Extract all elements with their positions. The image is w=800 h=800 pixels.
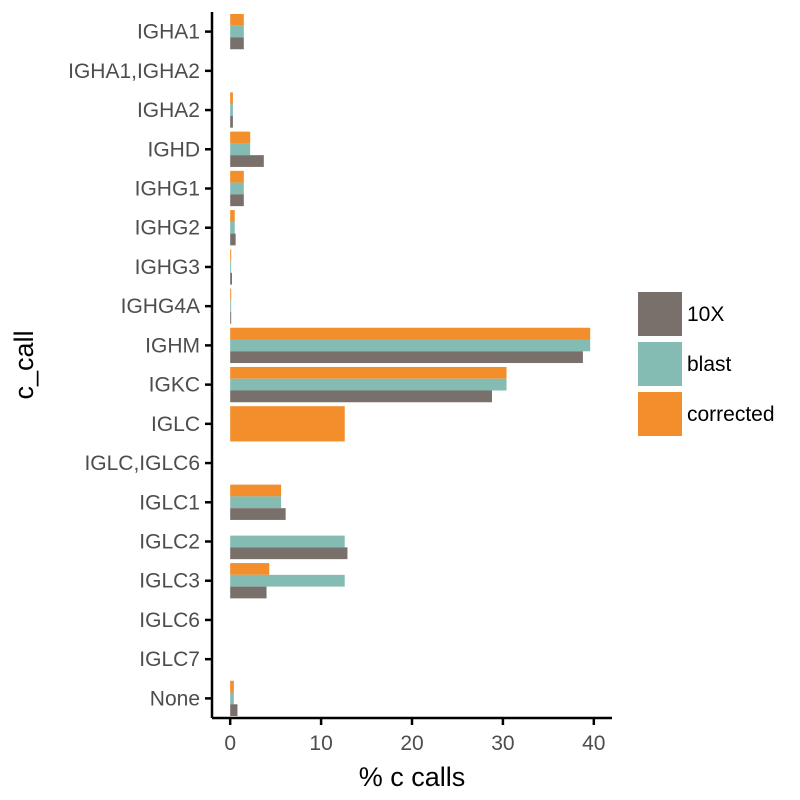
bar-iglc2-blast: [230, 535, 345, 548]
legend-label-10x: 10X: [687, 303, 724, 326]
bar-ighg2-blast: [230, 221, 235, 234]
legend-swatch-corrected: [638, 392, 682, 436]
y-tick-label: IGHM: [145, 334, 200, 357]
y-ticks-group: IGHA1 IGHA1,IGHA2 IGHA2 IGHD IGHG1 IGHG2 IGHG3…: [68, 21, 212, 710]
y-tick-label: IGLC3: [139, 570, 200, 593]
x-tick-label: 20: [400, 732, 423, 755]
y-tick-label: IGHG1: [135, 178, 200, 201]
bar-igha1-10x: [230, 37, 244, 50]
bar-iglc1-corrected: [230, 484, 282, 497]
bar-ighg4a-corrected: [230, 288, 232, 301]
legend-swatch-blast: [638, 342, 682, 386]
y-tick-label: IGLC6: [139, 609, 200, 632]
bar-iglc3-10x: [230, 586, 267, 599]
y-tick-label: IGHG2: [135, 217, 200, 240]
bar-ighd-corrected: [230, 131, 251, 144]
bar-ighm-10x: [230, 351, 583, 364]
bar-iglc3-corrected: [230, 563, 270, 575]
bar-none-10x: [230, 704, 238, 717]
x-tick-label: 10: [309, 732, 332, 755]
bar-igkc-10x: [230, 390, 492, 403]
x-tick-label: 30: [491, 732, 514, 755]
bar-iglc3-blast: [230, 574, 345, 587]
legend-label-blast: blast: [687, 353, 732, 376]
bar-ighg3-corrected: [230, 249, 232, 262]
y-tick-label: IGKC: [149, 374, 200, 397]
x-axis-title: % c calls: [359, 762, 466, 792]
legend-swatch-10x: [638, 292, 682, 336]
bar-igkc-corrected: [230, 366, 507, 379]
bar-ighg2-10x: [230, 233, 236, 246]
x-tick-label: 40: [582, 732, 605, 755]
y-tick-label: IGLC,IGLC6: [84, 452, 200, 475]
legend-label-corrected: corrected: [687, 403, 775, 426]
bar-ighg1-corrected: [230, 170, 244, 183]
bar-igha2-10x: [230, 115, 233, 128]
y-tick-label: IGLC: [151, 413, 200, 436]
bars-group: [230, 13, 591, 717]
bar-iglc1-blast: [230, 496, 282, 509]
bar-ighg1-blast: [230, 182, 244, 195]
x-tick-label: 0: [224, 732, 236, 755]
legend: 10X blast corrected: [638, 292, 775, 436]
y-tick-label: IGHD: [148, 138, 201, 161]
bar-igha2-corrected: [230, 92, 233, 105]
bar-ighm-corrected: [230, 327, 591, 340]
y-axis-title: c_call: [9, 330, 39, 399]
y-tick-label: IGLC2: [139, 531, 200, 554]
bar-ighm-blast: [230, 339, 591, 352]
y-tick-label: IGHA1: [137, 21, 200, 44]
bar-none-blast: [230, 692, 234, 705]
bar-ighg1-10x: [230, 194, 244, 207]
bar-ighd-blast: [230, 143, 251, 156]
y-tick-label: IGHG3: [135, 256, 200, 279]
y-tick-label: IGLC7: [139, 648, 200, 671]
bar-none-corrected: [230, 680, 234, 693]
y-tick-label: IGHA2: [137, 99, 200, 122]
y-tick-label: IGHG4A: [121, 295, 200, 318]
bar-igha2-blast: [230, 104, 233, 116]
y-tick-label: None: [150, 687, 200, 710]
bar-iglc2-10x: [230, 547, 348, 560]
bar-ighg2-corrected: [230, 210, 235, 222]
x-ticks-group: 0 10 20 30 40: [224, 718, 605, 755]
bar-igha1-blast: [230, 25, 244, 38]
bar-iglc1-10x: [230, 508, 286, 520]
bar-ighd-10x: [230, 155, 264, 167]
bar-iglc-corrected: [230, 406, 345, 442]
y-tick-label: IGHA1,IGHA2: [68, 60, 200, 83]
bar-ighg4a-10x: [230, 312, 232, 324]
bar-igha1-corrected: [230, 13, 244, 26]
bar-ighg3-10x: [230, 272, 232, 285]
axes-group: [210, 12, 612, 720]
bar-ighg4a-blast: [230, 300, 232, 313]
bar-ighg3-blast: [230, 261, 232, 273]
y-tick-label: IGLC1: [139, 491, 200, 514]
bar-igkc-blast: [230, 378, 507, 391]
